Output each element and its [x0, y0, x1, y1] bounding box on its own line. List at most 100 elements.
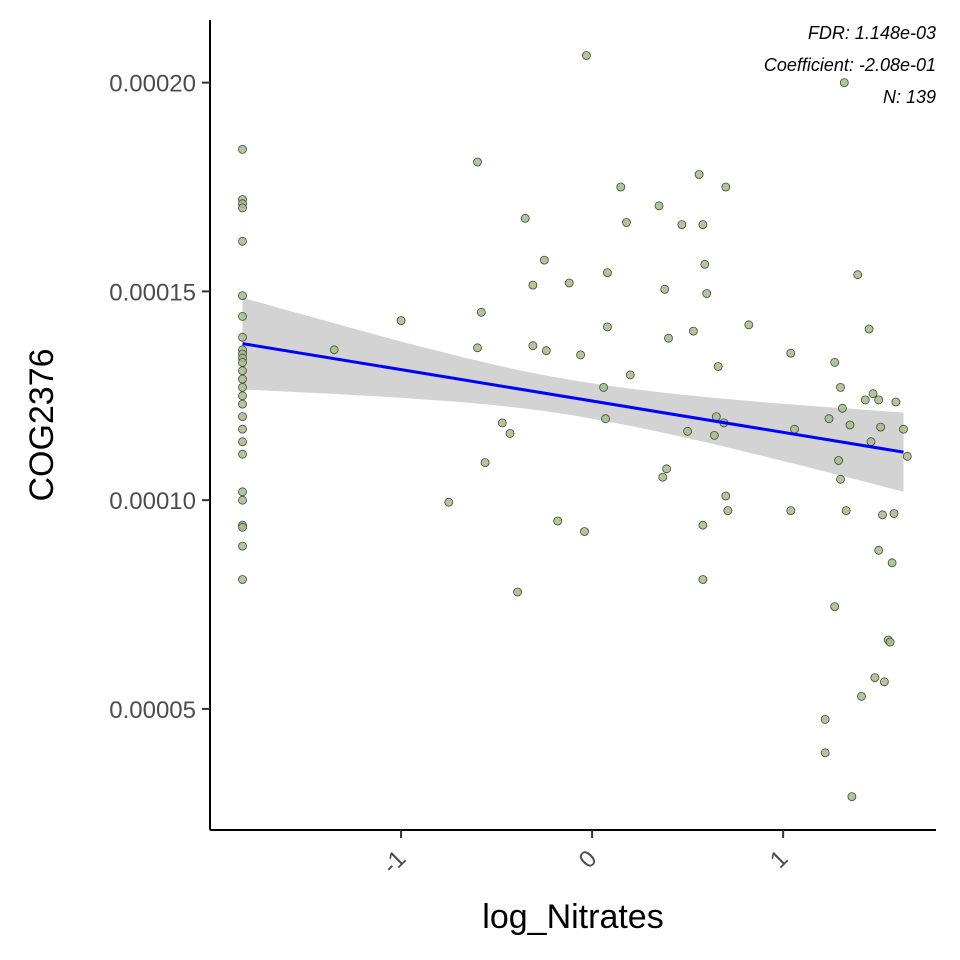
x-tick-label: 0	[574, 845, 603, 874]
data-point	[866, 437, 876, 447]
data-point	[238, 449, 247, 459]
data-point	[576, 350, 585, 360]
data-point	[238, 522, 247, 532]
data-point	[710, 430, 719, 440]
data-point	[238, 424, 247, 434]
data-point	[541, 346, 551, 356]
data-point	[874, 545, 884, 555]
data-point	[238, 412, 247, 422]
data-point	[885, 637, 895, 647]
data-point	[520, 213, 530, 223]
data-point	[238, 366, 247, 376]
data-point	[238, 495, 247, 505]
data-point	[238, 391, 247, 401]
data-point	[889, 509, 899, 518]
fit-line-layer	[242, 342, 904, 454]
data-point	[505, 428, 515, 438]
fit-line	[242, 342, 904, 454]
data-point	[616, 182, 626, 192]
data-point	[744, 320, 754, 330]
data-point	[654, 201, 664, 211]
data-point	[698, 220, 708, 230]
x-tick-label: -1	[377, 845, 411, 879]
data-point	[664, 333, 673, 343]
data-point	[528, 280, 538, 290]
annotation-block: FDR: 1.148e-03 Coefficient: -2.08e-01 N:…	[764, 23, 936, 107]
confidence-band	[242, 297, 904, 492]
data-point	[836, 474, 845, 484]
y-tick-label: 0.00020	[109, 71, 196, 98]
data-point	[238, 575, 247, 584]
data-point	[238, 144, 247, 154]
data-point	[824, 414, 834, 424]
data-point	[662, 464, 671, 474]
data-point	[689, 326, 698, 336]
data-point	[786, 506, 796, 516]
confidence-band-layer	[242, 297, 904, 492]
data-point	[857, 692, 866, 701]
annotation-coefficient: Coefficient: -2.08e-01	[764, 55, 936, 75]
data-point	[625, 370, 635, 380]
data-point	[564, 278, 574, 288]
data-point	[238, 374, 247, 384]
x-axis-title: log_Nitrates	[482, 898, 663, 936]
data-point	[841, 506, 851, 516]
data-point	[702, 289, 712, 298]
data-point	[700, 259, 710, 269]
data-point	[396, 316, 406, 326]
data-point	[713, 362, 723, 371]
data-point	[238, 487, 247, 497]
data-point	[860, 395, 870, 405]
data-point	[868, 389, 878, 399]
data-point	[238, 236, 247, 246]
data-point	[238, 311, 247, 321]
data-point	[480, 458, 490, 468]
data-point	[553, 516, 563, 526]
data-point	[870, 673, 880, 682]
y-tick-label: 0.00010	[109, 488, 196, 515]
annotation-fdr: FDR: 1.148e-03	[808, 23, 936, 43]
data-point	[238, 203, 247, 213]
data-point	[711, 412, 721, 422]
data-point	[721, 491, 731, 501]
data-point	[473, 343, 482, 353]
data-point	[622, 218, 631, 227]
data-point	[820, 748, 830, 758]
data-point	[660, 284, 670, 294]
data-point	[834, 456, 843, 465]
data-point	[329, 345, 339, 355]
data-point	[830, 357, 840, 367]
data-point	[838, 403, 847, 413]
data-point	[476, 307, 486, 317]
data-point	[238, 357, 247, 367]
data-point	[880, 677, 889, 687]
data-point	[698, 575, 708, 584]
data-point	[790, 424, 799, 434]
y-tick-label: 0.00015	[109, 279, 196, 306]
data-point	[580, 527, 589, 536]
data-point	[473, 157, 482, 167]
data-point	[238, 291, 247, 301]
data-point	[528, 341, 538, 351]
data-point	[603, 268, 612, 278]
points-layer	[238, 51, 912, 801]
data-point	[721, 182, 731, 192]
data-point	[444, 497, 454, 507]
data-point	[513, 587, 522, 597]
data-point	[723, 506, 733, 516]
data-point	[683, 426, 692, 436]
data-point	[830, 602, 840, 611]
data-point	[876, 422, 885, 432]
data-point	[786, 348, 796, 358]
data-point	[878, 510, 887, 520]
data-point	[238, 541, 247, 551]
data-point	[874, 395, 884, 405]
data-point	[539, 255, 549, 265]
data-point	[601, 414, 610, 424]
data-point	[238, 382, 247, 392]
data-point	[845, 420, 855, 430]
data-point	[603, 322, 612, 332]
data-point	[694, 170, 704, 179]
data-point	[599, 382, 608, 392]
